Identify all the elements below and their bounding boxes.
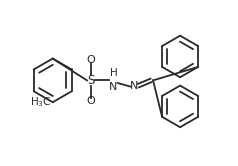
Text: H$_3$C: H$_3$C	[30, 95, 51, 109]
Text: O: O	[86, 55, 95, 65]
Text: H: H	[110, 68, 117, 78]
Text: N: N	[130, 81, 139, 91]
Text: N: N	[109, 83, 118, 92]
Text: O: O	[86, 96, 95, 106]
Text: S: S	[87, 74, 94, 87]
